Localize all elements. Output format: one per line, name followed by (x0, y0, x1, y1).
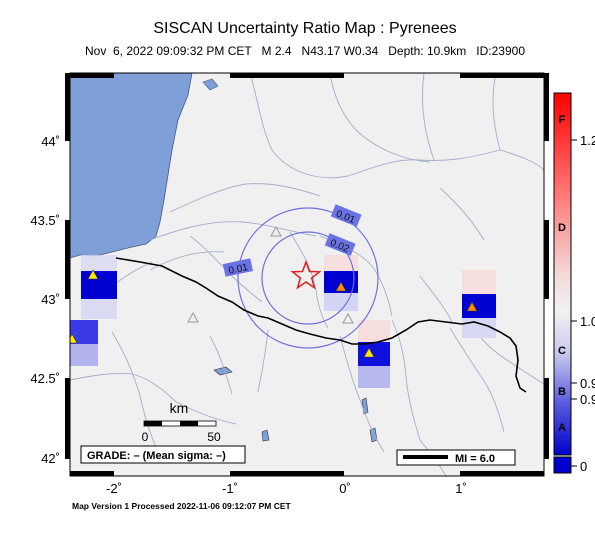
colorbar-value: 1.0 (580, 314, 595, 329)
station-triangle-icon (335, 281, 347, 292)
colorbar-value: 0 (580, 459, 587, 474)
lat-tick: 43.5˚ (30, 213, 60, 228)
mi-box: MI = 6.0 (396, 449, 516, 466)
station-triangle-icon (87, 269, 99, 280)
lake-shape (202, 78, 219, 91)
grade-text: GRADE: – (Mean sigma: –) (87, 450, 226, 462)
grade-box: GRADE: – (Mean sigma: –) (80, 445, 246, 464)
lon-axis: -2˚ -1˚ 0˚ 1˚ (106, 481, 467, 496)
mi-text: MI = 6.0 (455, 453, 495, 465)
country-border (115, 257, 527, 393)
station-triangle-icon (270, 225, 282, 237)
scale-min: 0 (142, 430, 149, 444)
map-area: 0.01 0.02 0.01 km 0 50 GRADE: – (Mean si… (70, 73, 544, 476)
colorbar-letter: D (558, 222, 566, 234)
station-triangle-icon (466, 301, 478, 312)
map-title: SISCAN Uncertainty Ratio Map : Pyrenees (153, 20, 457, 37)
lon-tick: -1˚ (222, 481, 238, 496)
station-triangle-icon (342, 312, 354, 324)
uncertainty-cells (70, 255, 496, 388)
scale-bar: km 0 50 (142, 400, 221, 444)
scale-max: 50 (207, 430, 221, 444)
colorbar-value: 0.9 (580, 392, 595, 407)
colorbar-gradient (553, 92, 572, 456)
star-icon (290, 259, 322, 290)
map-frame (65, 72, 549, 477)
reservoir-shape (261, 429, 270, 442)
lon-tick: 1˚ (455, 481, 467, 496)
colorbar: F D C B A 1.2 1.0 0.9 0.9 0 (553, 92, 595, 474)
lat-tick: 42.5˚ (30, 371, 60, 386)
station-triangle-icon (363, 347, 375, 358)
stations (70, 225, 478, 358)
colorbar-letter: F (559, 114, 566, 126)
colorbar-value: 1.2 (580, 133, 595, 148)
colorbar-value: 0.9 (580, 376, 595, 391)
contour-label: 0.01 (228, 262, 250, 277)
colorbar-swatch-zero (553, 456, 572, 474)
lat-axis: 44˚ 43.5˚ 43˚ 42.5˚ 42˚ (30, 134, 60, 466)
lon-tick: -2˚ (106, 481, 122, 496)
colorbar-letter: A (558, 422, 566, 434)
reservoir-shape (213, 366, 233, 376)
lon-tick: 0˚ (339, 481, 351, 496)
lat-tick: 43˚ (41, 292, 60, 307)
lat-tick: 42˚ (41, 451, 60, 466)
colorbar-letter: C (558, 345, 566, 357)
map-subtitle: Nov 6, 2022 09:09:32 PM CET M 2.4 N43.17… (84, 44, 525, 58)
colorbar-letter: B (558, 386, 566, 398)
scale-unit: km (170, 400, 189, 416)
station-triangle-icon (70, 333, 78, 344)
uncertainty-contours (237, 207, 379, 349)
lat-tick: 44˚ (41, 134, 60, 149)
station-triangle-icon (187, 311, 199, 323)
map-footer: Map Version 1 Processed 2022-11-06 09:12… (72, 501, 291, 511)
